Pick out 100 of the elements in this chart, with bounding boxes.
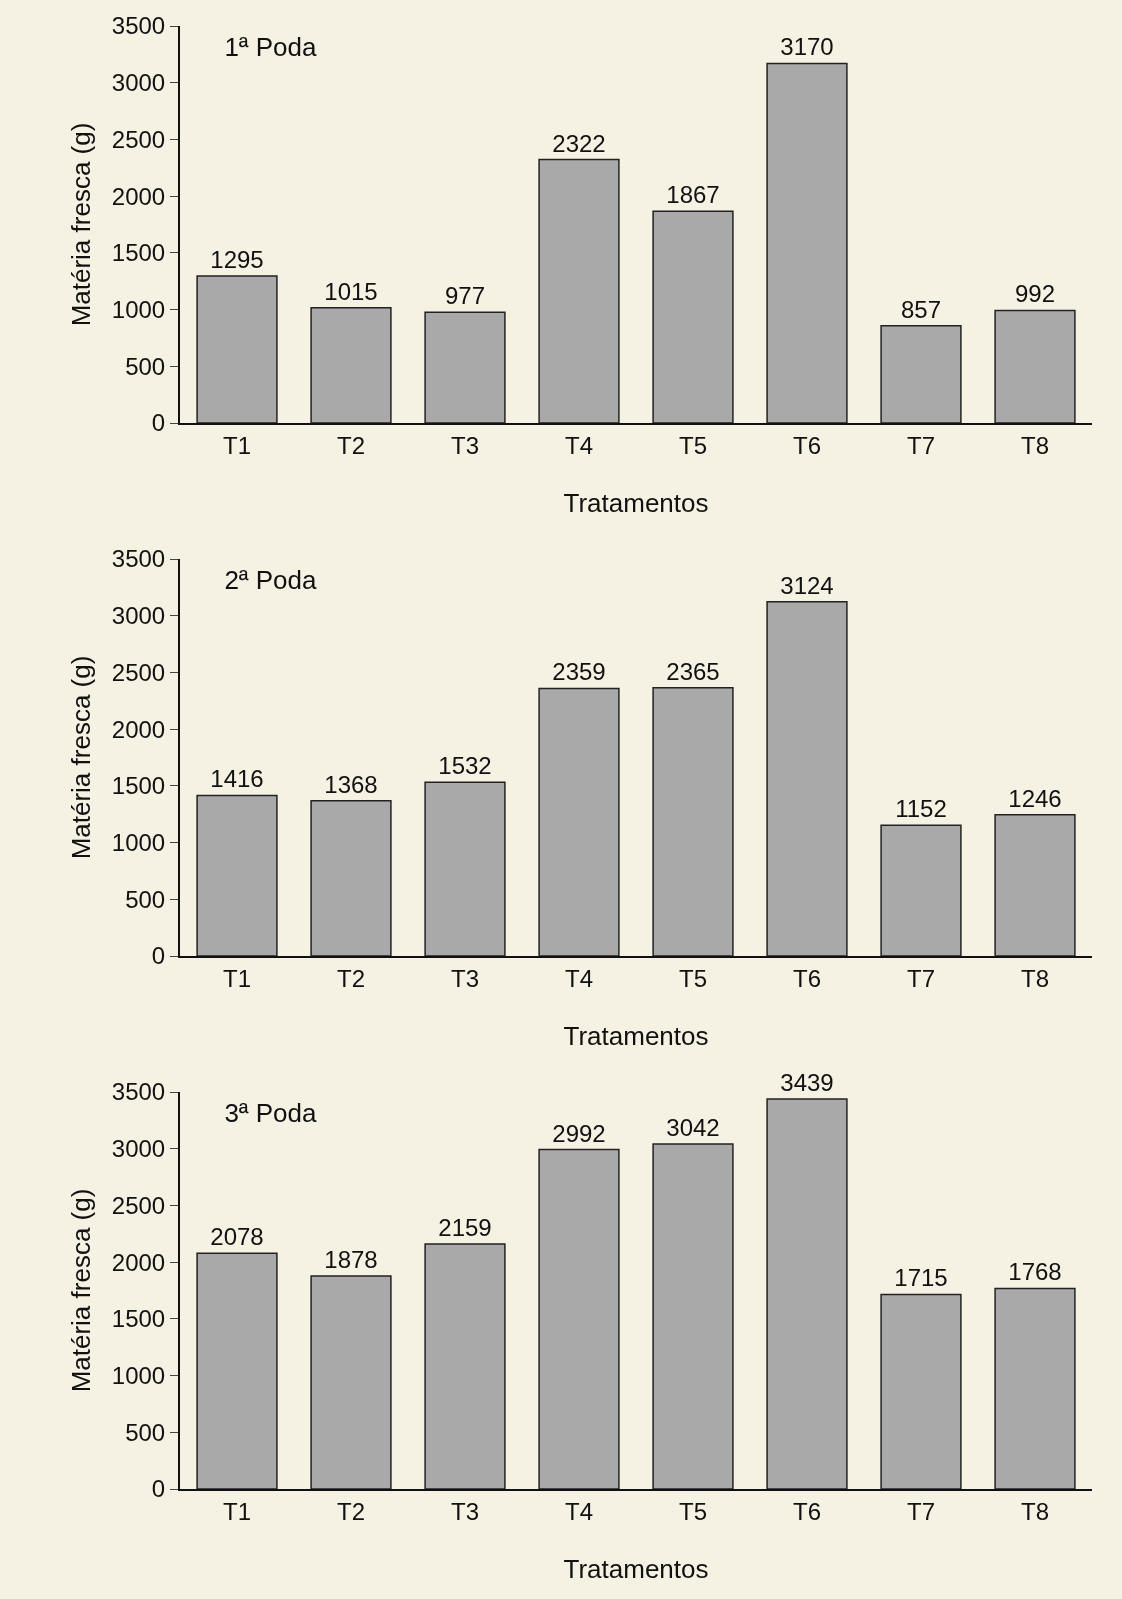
y-tick-label: 3000 <box>111 69 166 97</box>
data-label: 1015 <box>324 277 378 305</box>
bar <box>652 1143 734 1489</box>
bar <box>652 686 734 956</box>
bar <box>310 307 392 423</box>
x-axis-title: Tratamentos <box>563 1021 709 1051</box>
bar <box>424 311 506 423</box>
x-tick-label: T8 <box>1020 431 1050 459</box>
bar <box>310 800 392 956</box>
x-tick-label: T2 <box>336 1497 366 1525</box>
y-tick-label: 1000 <box>111 1361 166 1389</box>
data-label: 3439 <box>780 1068 834 1096</box>
chart-title: 2ª Poda <box>224 564 317 595</box>
y-tick-label: 3500 <box>111 1078 166 1106</box>
y-tick-label: 3500 <box>111 12 166 40</box>
x-tick-label: T1 <box>222 431 252 459</box>
y-tick-label: 0 <box>151 942 166 970</box>
y-tick-label: 2500 <box>111 125 166 153</box>
data-label: 3042 <box>666 1113 720 1141</box>
y-tick-label: 1500 <box>111 239 166 267</box>
bar <box>196 1252 278 1489</box>
y-tick-label: 0 <box>151 409 166 437</box>
data-label: 3170 <box>780 33 834 61</box>
y-tick-label: 2000 <box>111 1248 166 1276</box>
chart-title: 1ª Poda <box>224 31 317 62</box>
bar <box>196 794 278 956</box>
bar <box>424 1243 506 1489</box>
x-tick-label: T5 <box>678 431 708 459</box>
y-tick-label: 1500 <box>111 772 166 800</box>
x-tick-label: T4 <box>564 431 594 459</box>
bar <box>196 275 278 423</box>
data-label: 2992 <box>552 1119 606 1147</box>
bar <box>766 1098 848 1489</box>
y-tick-label: 1000 <box>111 295 166 323</box>
x-axis-title: Tratamentos <box>563 1554 709 1584</box>
y-tick-label: 1500 <box>111 1305 166 1333</box>
x-tick-label: T6 <box>792 431 822 459</box>
y-tick-label: 2000 <box>111 182 166 210</box>
y-axis-title: Matéria fresca (g) <box>65 655 96 860</box>
data-label: 2159 <box>438 1214 492 1242</box>
y-tick-label: 500 <box>125 1418 166 1446</box>
y-tick-label: 3000 <box>111 602 166 630</box>
bar <box>880 325 962 423</box>
x-tick-label: T3 <box>450 964 480 992</box>
x-tick-label: T3 <box>450 431 480 459</box>
bar <box>652 210 734 423</box>
x-tick-label: T3 <box>450 1497 480 1525</box>
data-label: 1152 <box>895 795 947 823</box>
bar <box>538 1148 620 1489</box>
data-label: 1532 <box>438 752 492 780</box>
data-label: 1768 <box>1008 1258 1062 1286</box>
x-tick-label: T6 <box>792 964 822 992</box>
y-tick-label: 0 <box>151 1475 166 1503</box>
y-tick-label: 3500 <box>111 545 166 573</box>
x-tick-label: T7 <box>906 964 936 992</box>
data-label: 1715 <box>894 1264 948 1292</box>
bar <box>766 62 848 423</box>
bar <box>880 1293 962 1489</box>
x-tick-label: T1 <box>222 1497 252 1525</box>
x-tick-label: T2 <box>336 431 366 459</box>
x-tick-label: T1 <box>222 964 252 992</box>
data-label: 1878 <box>324 1245 378 1273</box>
x-tick-label: T4 <box>564 1497 594 1525</box>
data-label: 992 <box>1014 280 1056 308</box>
data-label: 1867 <box>666 181 720 209</box>
bar <box>538 158 620 423</box>
y-tick-label: 500 <box>125 352 166 380</box>
data-label: 2322 <box>552 129 606 157</box>
x-tick-label: T5 <box>678 964 708 992</box>
data-label: 977 <box>444 282 486 310</box>
data-label: 1416 <box>210 765 264 793</box>
data-label: 2078 <box>210 1223 264 1251</box>
y-axis-title: Matéria fresca (g) <box>65 1188 96 1393</box>
x-tick-label: T8 <box>1020 964 1050 992</box>
y-tick-label: 3000 <box>111 1135 166 1163</box>
chart-title: 3ª Poda <box>224 1097 317 1128</box>
x-tick-label: T6 <box>792 1497 822 1525</box>
data-label: 1295 <box>210 246 264 274</box>
data-label: 857 <box>900 295 942 323</box>
data-label: 1246 <box>1008 784 1062 812</box>
data-label: 2359 <box>552 658 606 686</box>
x-axis-title: Tratamentos <box>563 488 709 518</box>
y-axis-title: Matéria fresca (g) <box>65 122 96 327</box>
x-tick-label: T5 <box>678 1497 708 1525</box>
bar <box>994 1287 1076 1489</box>
x-tick-label: T7 <box>906 1497 936 1525</box>
bar <box>766 600 848 956</box>
bar <box>994 309 1076 423</box>
x-tick-label: T4 <box>564 964 594 992</box>
data-label: 1368 <box>324 770 378 798</box>
data-label: 2365 <box>666 657 720 685</box>
x-tick-label: T7 <box>906 431 936 459</box>
bar <box>538 687 620 956</box>
y-tick-label: 2000 <box>111 715 166 743</box>
y-tick-label: 2500 <box>111 1191 166 1219</box>
bar <box>994 813 1076 956</box>
y-tick-label: 1000 <box>111 828 166 856</box>
y-tick-label: 2500 <box>111 658 166 686</box>
x-tick-label: T8 <box>1020 1497 1050 1525</box>
data-label: 3124 <box>780 571 834 599</box>
